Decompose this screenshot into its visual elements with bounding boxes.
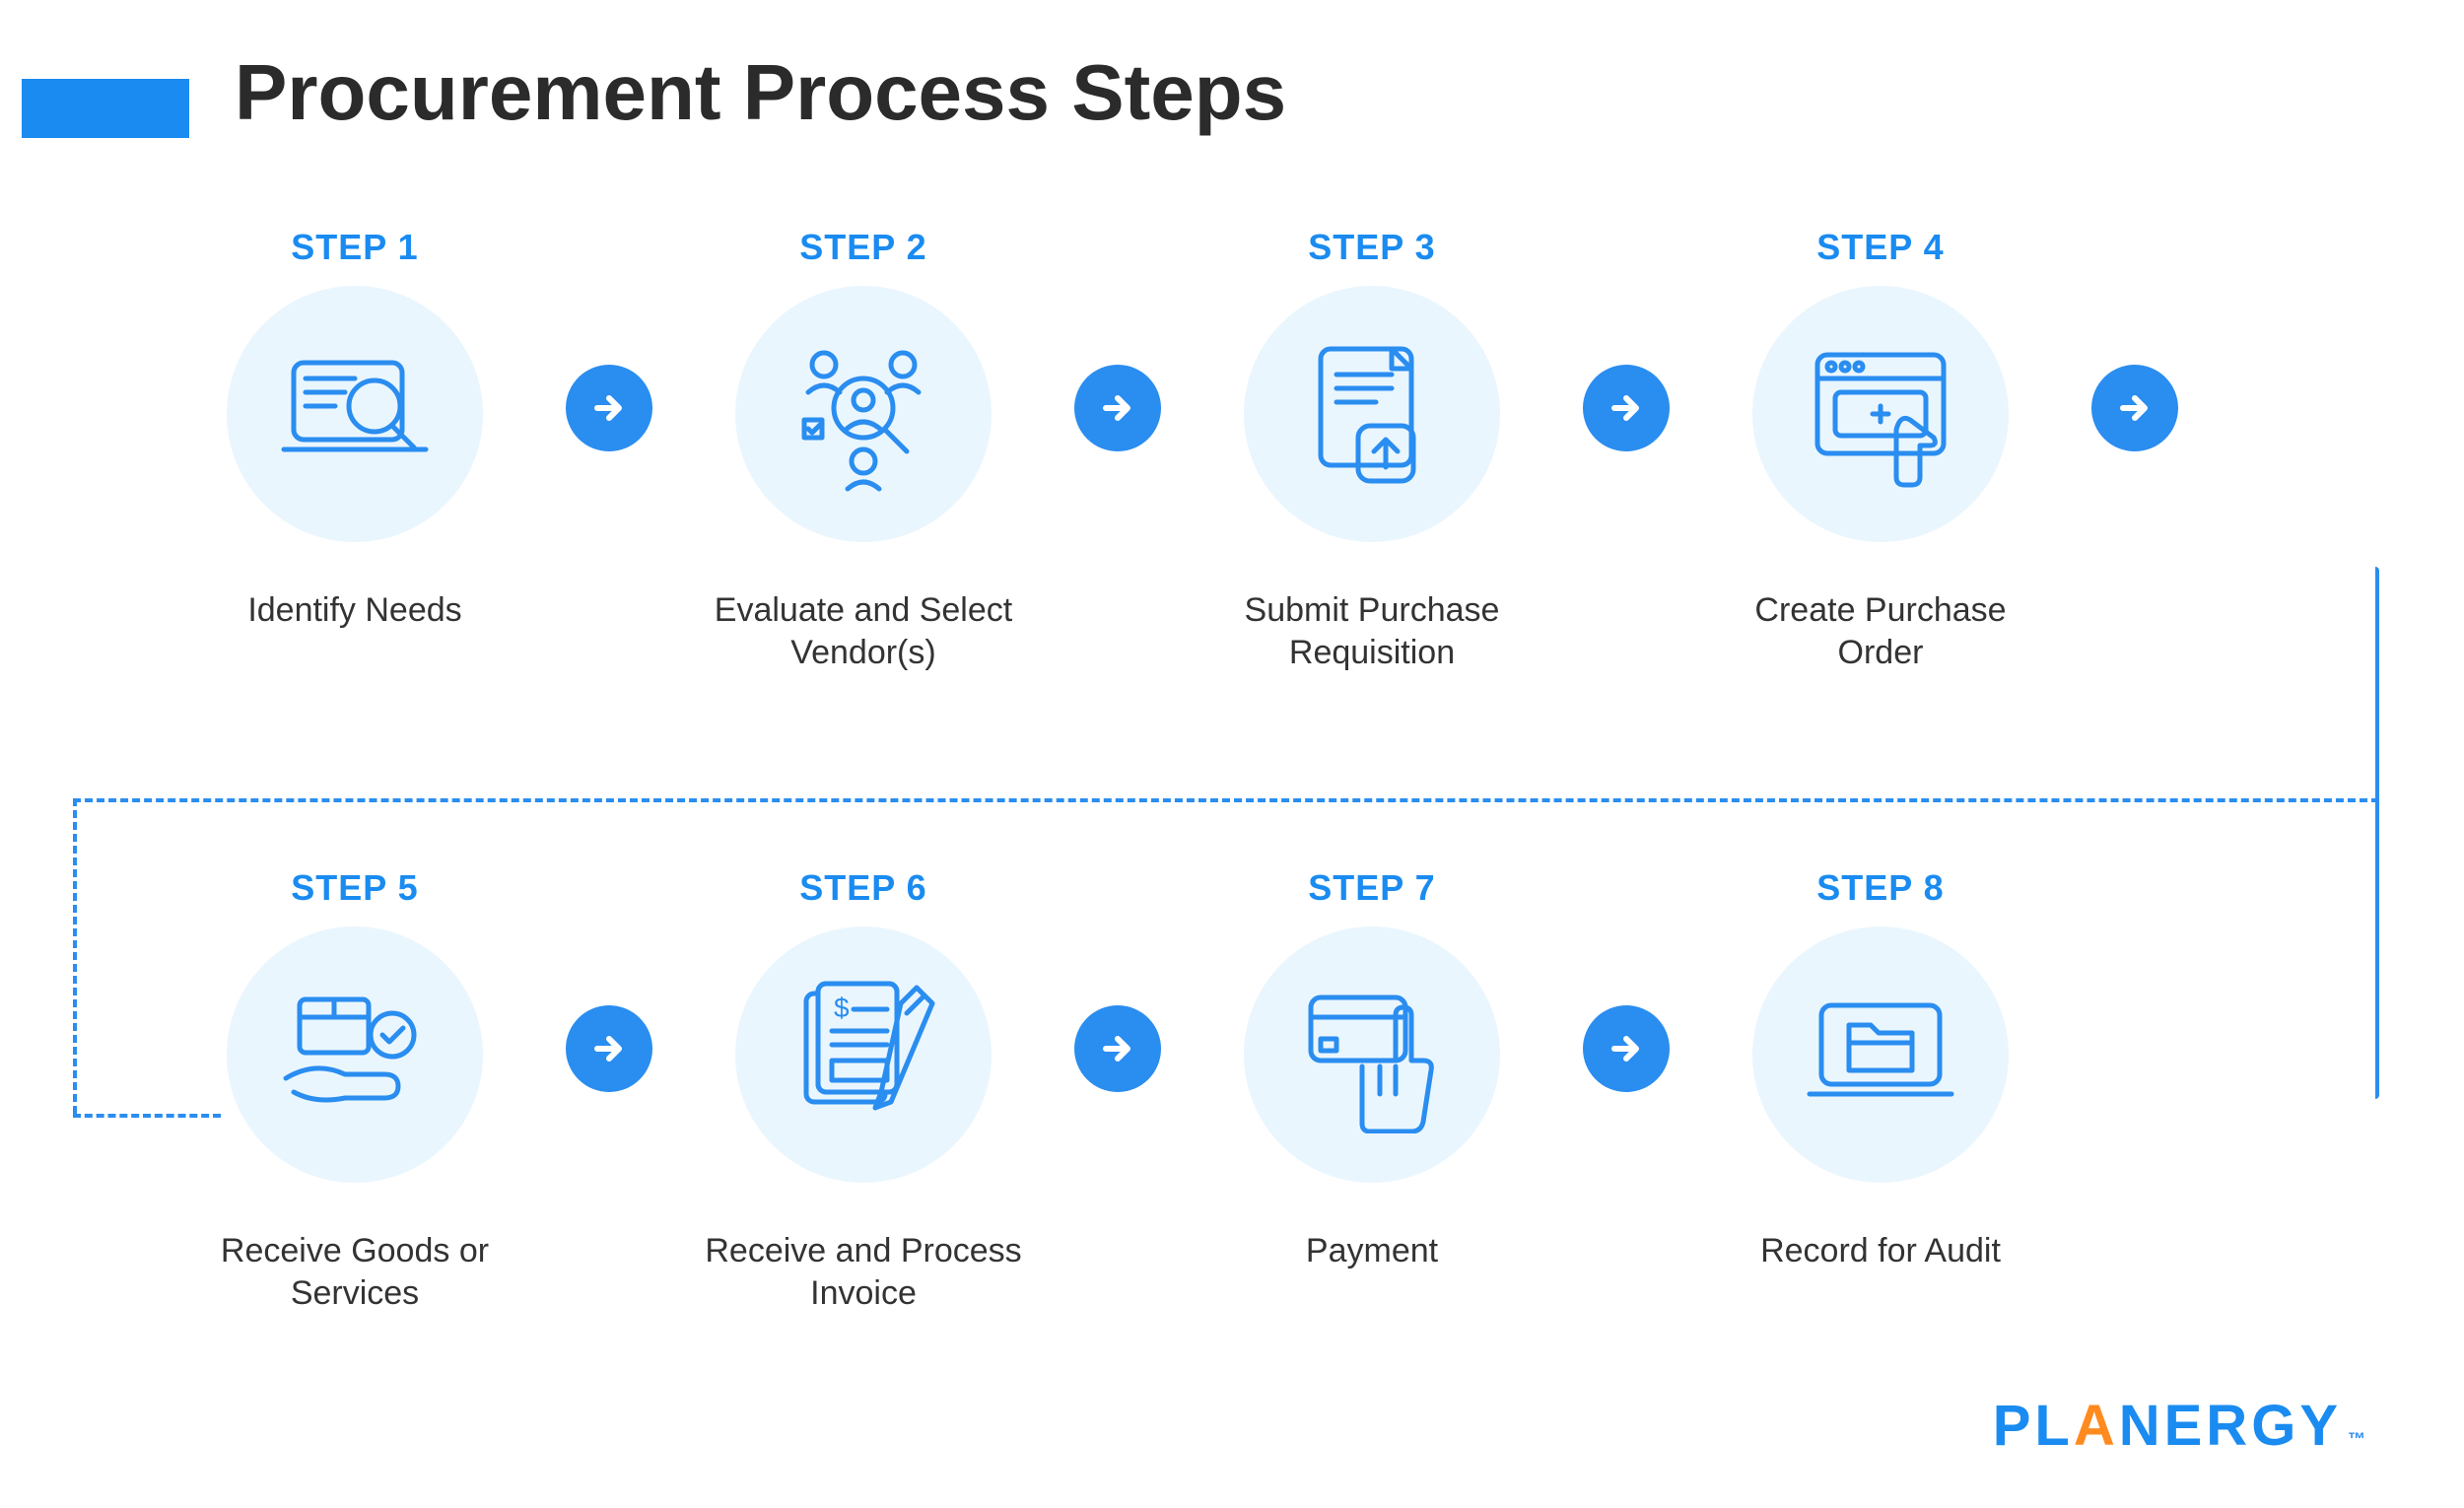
process-step-2: STEP 2 Evaluate and Select Vendor(s) [676,227,1051,673]
step-label: STEP 5 [291,867,418,909]
step-description: Identify Needs [247,589,461,632]
step-icon-circle [227,926,483,1183]
step-description: Record for Audit [1760,1230,2001,1272]
step-icon-circle [227,286,483,542]
hand-box-check-icon [276,976,434,1133]
arrow-right-icon [566,1005,652,1092]
step-description: Receive and Process Invoice [696,1230,1031,1314]
card-hand-icon [1293,976,1451,1133]
process-step-8: STEP 8 Record for Audit [1693,867,2068,1272]
process-step-4: STEP 4 Create Purchase Order [1693,227,2068,673]
step-description: Evaluate and Select Vendor(s) [696,589,1031,673]
step-label: STEP 4 [1816,227,1944,268]
arrow-right-icon [1074,365,1161,451]
step-label: STEP 8 [1816,867,1944,909]
step-icon-circle [1752,926,2009,1183]
connector-dashed-right [2375,567,2379,1099]
connector-dashed-into-step5 [73,1114,221,1118]
brand-wordmark: PLANERGY [1993,1393,2342,1459]
infographic-page: Procurement Process Steps STEP 1 Identify… [0,0,2464,1508]
step-icon-circle [735,286,992,542]
trademark-symbol: ™ [2348,1429,2365,1450]
arrow-right-icon [1583,365,1670,451]
process-step-5: STEP 5 Receive Goods or Services [168,867,542,1314]
process-step-7: STEP 7 Payment [1185,867,1559,1272]
process-step-3: STEP 3 Submit Purchase Requisition [1185,227,1559,673]
brand-logo: PLANERGY ™ [1993,1393,2365,1459]
step-label: STEP 3 [1308,227,1435,268]
laptop-search-icon [276,335,434,493]
step-description: Receive Goods or Services [187,1230,522,1314]
step-icon-circle [1244,286,1500,542]
step-label: STEP 2 [799,227,926,268]
arrow-right-icon [566,365,652,451]
step-description: Payment [1306,1230,1438,1272]
browser-click-icon [1802,335,1959,493]
laptop-folder-icon [1802,976,1959,1133]
title-accent-bar [22,79,189,138]
step-description: Submit Purchase Requisition [1204,589,1540,673]
people-search-icon [785,335,942,493]
arrow-right-icon [2091,365,2178,451]
arrow-right-icon [1583,1005,1670,1092]
invoice-pen-icon [785,976,942,1133]
page-title: Procurement Process Steps [235,47,1286,138]
process-step-6: STEP 6 Receive and Process Invoice [676,867,1051,1314]
document-upload-icon [1293,335,1451,493]
process-step-1: STEP 1 Identify Needs [168,227,542,632]
steps-row-2: STEP 5 Receive Goods or Services STEP 6 Rec… [0,867,2464,1314]
steps-row-1: STEP 1 Identify Needs STEP 2 Evaluate and S… [0,227,2464,673]
arrow-right-icon [1074,1005,1161,1092]
step-label: STEP 7 [1308,867,1435,909]
step-label: STEP 6 [799,867,926,909]
step-icon-circle [1752,286,2009,542]
step-label: STEP 1 [291,227,418,268]
connector-dashed-horizontal [73,798,2379,802]
step-description: Create Purchase Order [1713,589,2048,673]
step-icon-circle [735,926,992,1183]
connector-dashed-left [73,798,77,1114]
step-icon-circle [1244,926,1500,1183]
